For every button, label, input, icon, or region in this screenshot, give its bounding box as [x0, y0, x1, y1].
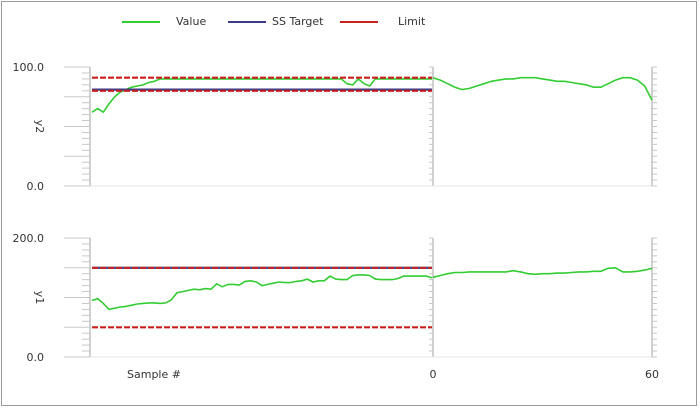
y1-panel-ytick-top: 200.0: [13, 232, 45, 245]
chart-legend: Value SS Target Limit: [0, 12, 700, 32]
y1-panel-history-value-line-0: [91, 274, 433, 311]
legend-swatch-value: [122, 21, 160, 23]
y2-panel-history-value-line-0: [91, 77, 432, 114]
y1-panel-xtick-end: 60: [645, 368, 659, 381]
y1-panel-ylabel: y1: [33, 291, 46, 305]
legend-swatch-ss-target: [228, 21, 266, 23]
legend-label-value: Value: [176, 15, 207, 28]
legend-label-ss-target: SS Target: [272, 15, 324, 28]
legend-label-limit: Limit: [398, 15, 426, 28]
y2-panel-ylabel: y2: [33, 120, 46, 134]
y1-panel-xlabel: Sample #: [127, 368, 181, 381]
y1-panel-prediction-value-line-0: [432, 266, 653, 279]
legend-swatch-limit: [340, 21, 378, 23]
y2-panel-prediction-value-line-0: [432, 76, 653, 101]
y2-panel-ytick-bottom: 0.0: [27, 180, 45, 193]
y2-panel-ytick-top: 100.0: [13, 61, 45, 74]
y1-panel-xtick-start: 0: [430, 368, 437, 381]
y1-panel-ytick-bottom: 0.0: [27, 351, 45, 364]
